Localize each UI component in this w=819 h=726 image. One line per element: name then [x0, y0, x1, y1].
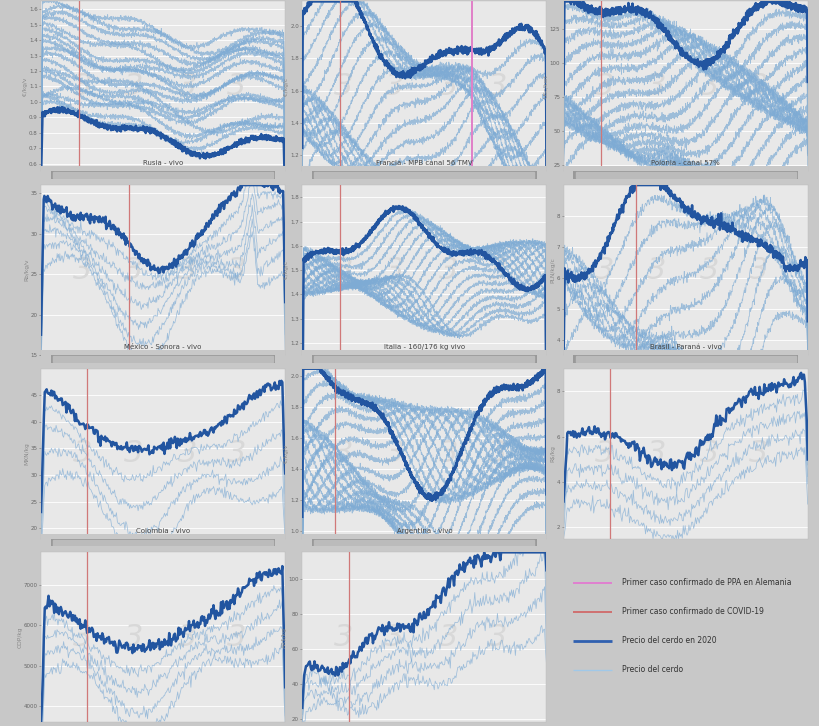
- Text: 3: 3: [178, 623, 197, 652]
- Text: 3: 3: [73, 623, 92, 652]
- Text: 3: 3: [124, 439, 143, 468]
- Text: 3: 3: [749, 256, 767, 285]
- Text: 3: 3: [699, 439, 719, 468]
- Text: 3: 3: [646, 439, 665, 468]
- Y-axis label: Rb/kg/v: Rb/kg/v: [25, 259, 29, 282]
- Text: 2020: 2020: [268, 174, 283, 178]
- Text: 3: 3: [226, 72, 246, 101]
- Text: Italia - 160/176 kg vivo: Italia - 160/176 kg vivo: [383, 344, 464, 350]
- Text: 3: 3: [438, 439, 458, 468]
- Y-axis label: R$/kg: R$/kg: [550, 445, 554, 462]
- Text: 2009: 2009: [565, 174, 580, 178]
- Text: 3: 3: [438, 72, 458, 101]
- Text: 2020: 2020: [528, 540, 543, 545]
- Text: 3: 3: [699, 72, 719, 101]
- Text: 3: 3: [226, 256, 246, 285]
- Text: 3: 3: [646, 72, 665, 101]
- Text: 3: 3: [333, 256, 353, 285]
- Text: 3: 3: [124, 256, 143, 285]
- Text: 3: 3: [595, 256, 614, 285]
- Text: México - Sonora - vivo: México - Sonora - vivo: [124, 344, 201, 350]
- Text: 2016: 2016: [43, 540, 58, 545]
- Y-axis label: €/kg/v: €/kg/v: [23, 77, 28, 96]
- Text: Primer caso confirmado de PPA en Alemania: Primer caso confirmado de PPA en Alemani…: [622, 579, 790, 587]
- Text: Francia - MPB canal 56 TMV: Francia - MPB canal 56 TMV: [376, 160, 472, 166]
- Text: 1996: 1996: [305, 357, 319, 362]
- Text: 2020: 2020: [528, 174, 543, 178]
- Text: 3: 3: [385, 72, 405, 101]
- Text: 3: 3: [595, 439, 614, 468]
- Text: 2000: 2000: [305, 174, 319, 178]
- Text: 2020: 2020: [268, 357, 283, 362]
- Text: Precio del cerdo en 2020: Precio del cerdo en 2020: [622, 636, 716, 645]
- Text: Precio del cerdo: Precio del cerdo: [622, 665, 682, 674]
- Text: Brasil - Paraná - vivo: Brasil - Paraná - vivo: [649, 344, 721, 350]
- Text: 3: 3: [487, 256, 507, 285]
- Y-axis label: COP/kg: COP/kg: [17, 627, 22, 648]
- Text: 3: 3: [333, 623, 353, 652]
- Text: 2016: 2016: [305, 540, 319, 545]
- Text: 3: 3: [178, 439, 197, 468]
- Text: 2016: 2016: [43, 357, 58, 362]
- Y-axis label: €/kg/v: €/kg/v: [283, 444, 288, 463]
- Text: 3: 3: [438, 256, 458, 285]
- Text: 2019: 2019: [528, 357, 543, 362]
- Text: 3: 3: [124, 623, 143, 652]
- Text: 3: 3: [73, 439, 92, 468]
- Text: Primer caso confirmado de COVID-19: Primer caso confirmado de COVID-19: [622, 608, 763, 616]
- Text: 3: 3: [124, 72, 143, 101]
- Text: Colombia - vivo: Colombia - vivo: [136, 528, 190, 534]
- Text: 2020: 2020: [790, 174, 804, 178]
- Text: 3: 3: [226, 623, 246, 652]
- Text: 3: 3: [73, 72, 92, 101]
- Text: 3: 3: [226, 439, 246, 468]
- Y-axis label: USc/kwt: USc/kwt: [543, 75, 548, 98]
- Text: 2020: 2020: [268, 540, 283, 545]
- Text: Polonia - canal 57%: Polonia - canal 57%: [650, 160, 719, 166]
- Text: 3: 3: [595, 72, 614, 101]
- Y-axis label: €/kg/c: €/kg/c: [283, 261, 288, 280]
- Text: 2014: 2014: [43, 174, 58, 178]
- Text: 3: 3: [385, 256, 405, 285]
- Y-axis label: PLN/kg/c: PLN/kg/c: [550, 257, 554, 283]
- Text: 3: 3: [438, 623, 458, 652]
- Text: 3: 3: [646, 256, 665, 285]
- Text: 3: 3: [73, 256, 92, 285]
- Y-axis label: AR$/kg: AR$/kg: [282, 627, 287, 648]
- Text: 3: 3: [487, 623, 507, 652]
- Text: 3: 3: [178, 256, 197, 285]
- Text: Argentina - vivo: Argentina - vivo: [396, 528, 451, 534]
- Text: 3: 3: [333, 72, 353, 101]
- Text: 3: 3: [385, 623, 405, 652]
- Text: 3: 3: [749, 439, 767, 468]
- Text: 3: 3: [699, 256, 719, 285]
- Text: 3: 3: [487, 439, 507, 468]
- Y-axis label: MXN/kg: MXN/kg: [25, 442, 29, 465]
- Text: 3: 3: [333, 439, 353, 468]
- Y-axis label: €/kg/c: €/kg/c: [283, 78, 288, 96]
- Text: 3: 3: [178, 72, 197, 101]
- Text: 2020: 2020: [790, 357, 804, 362]
- Text: 3: 3: [385, 439, 405, 468]
- Text: 2016: 2016: [565, 357, 580, 362]
- Text: 3: 3: [749, 72, 767, 101]
- Text: 3: 3: [487, 72, 507, 101]
- Text: Rusia - vivo: Rusia - vivo: [143, 160, 183, 166]
